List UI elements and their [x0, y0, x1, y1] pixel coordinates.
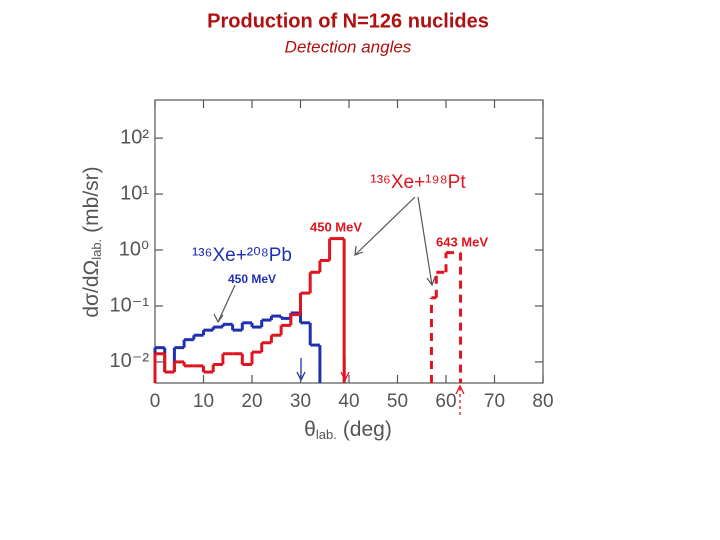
x-label-unit: (deg)	[343, 418, 392, 441]
x-label-sub: lab.	[316, 427, 337, 442]
subtitle: Detection angles	[285, 37, 412, 56]
title: Production of N=126 nuclides	[207, 10, 489, 32]
x-tick-label: 70	[484, 391, 505, 412]
y-label-sub: lab.	[89, 239, 104, 260]
x-label-main: θ	[304, 418, 316, 441]
series-label: 643 MeV	[436, 234, 488, 249]
annotation: ¹³⁶Xe+²⁰⁸Pb	[192, 245, 292, 266]
series-label: 450 MeV	[228, 272, 276, 286]
series-label: 450 MeV	[310, 219, 362, 234]
x-tick-label: 40	[338, 391, 359, 412]
y-tick-label: 10⁻¹	[110, 294, 150, 316]
annotation-arrows	[213, 196, 436, 324]
y-tick-label: 10²	[120, 126, 149, 148]
x-tick-label: 80	[532, 391, 553, 412]
y-tick-label: 10⁻²	[110, 350, 150, 372]
x-axis-label: θlab. (deg)	[304, 418, 392, 443]
x-tick-label: 60	[435, 391, 456, 412]
x-tick-label: 0	[150, 391, 161, 412]
y-label-unit: (mb/sr)	[80, 166, 103, 233]
y-label-main: dσ/dΩ	[80, 260, 103, 318]
y-axis-label: dσ/dΩlab. (mb/sr)	[80, 166, 105, 317]
x-tick-label: 20	[241, 391, 262, 412]
y-tick-label: 10⁰	[119, 238, 149, 260]
x-tick-label: 30	[290, 391, 311, 412]
x-tick-label: 10	[193, 391, 214, 412]
annotation: ¹³⁶Xe+¹⁹⁸Pt	[370, 172, 466, 193]
x-tick-label: 50	[387, 391, 408, 412]
y-tick-label: 10¹	[120, 182, 149, 204]
